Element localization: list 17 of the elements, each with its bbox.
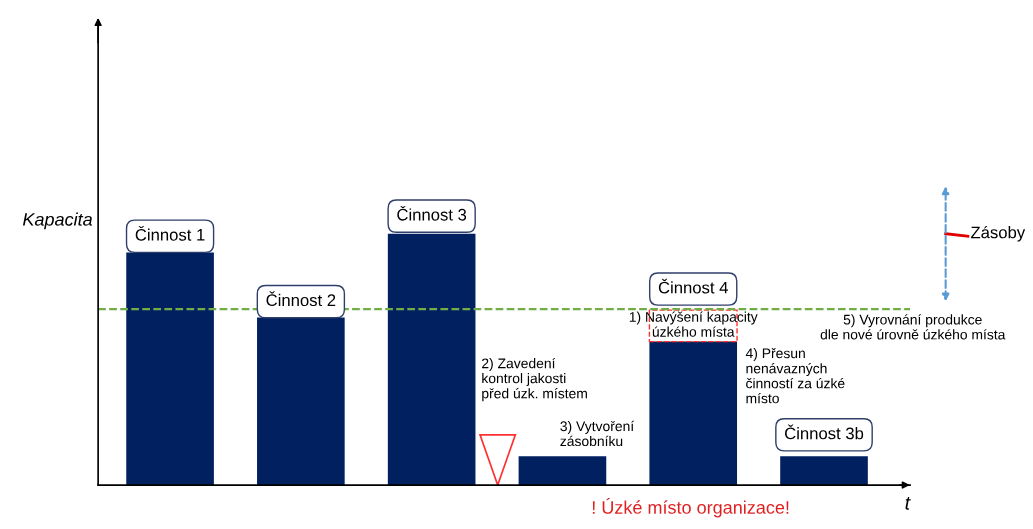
- x-axis-title: t: [905, 497, 911, 510]
- annotation: 3) Vytvoření zásobníku: [560, 420, 635, 447]
- bar: [518, 456, 607, 486]
- y-axis-title: Kapacita: [22, 212, 93, 230]
- annotation: 1) Navýšení kapacity úzkého místa: [629, 311, 758, 337]
- annotation: Činnost 2: [266, 291, 336, 307]
- bar: [649, 341, 738, 486]
- bar: [780, 456, 868, 486]
- annotation: Činnost 4: [658, 278, 728, 294]
- text: ! Úzké místo organizace!: [592, 498, 789, 518]
- text: Zásoby: [971, 225, 1026, 242]
- annotation: 2) Zavedení kontrol jakosti před úzk. místem: [482, 357, 587, 402]
- annotation: 4) Přesun nenávazných činností za úzké místo: [745, 347, 845, 404]
- ref-line-label: 5) Vyrovnání produkce dle nové úrovně úzkého místa: [820, 314, 1006, 340]
- annotation: Činnost 3b: [785, 424, 864, 440]
- annotation: Činnost 1: [135, 226, 205, 241]
- text: Činnost 3: [397, 205, 467, 221]
